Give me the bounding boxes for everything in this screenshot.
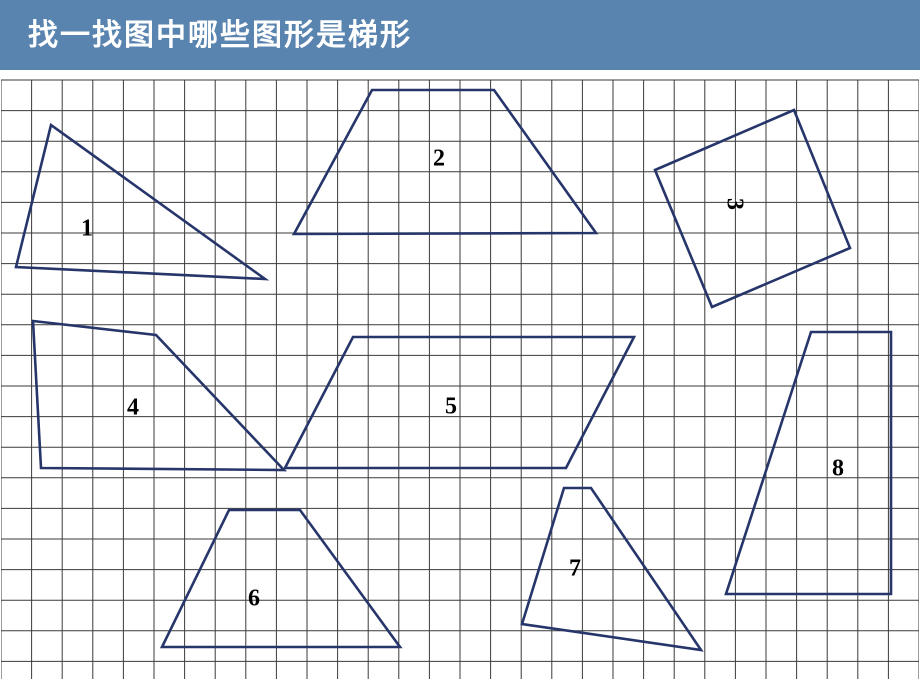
shape-label-6: 6 (248, 586, 260, 612)
shape-label-3: 3 (721, 198, 747, 210)
shape-label-8: 8 (832, 456, 844, 482)
shape-label-5: 5 (445, 394, 457, 420)
diagram-canvas: 1 2 3 4 5 6 7 8 (1, 70, 919, 679)
page-title: 找一找图中哪些图形是梯形 (0, 0, 920, 70)
shape-label-7: 7 (569, 556, 581, 582)
shape-label-4: 4 (127, 395, 139, 421)
shape-label-1: 1 (81, 216, 93, 242)
shape-label-2: 2 (433, 146, 445, 172)
